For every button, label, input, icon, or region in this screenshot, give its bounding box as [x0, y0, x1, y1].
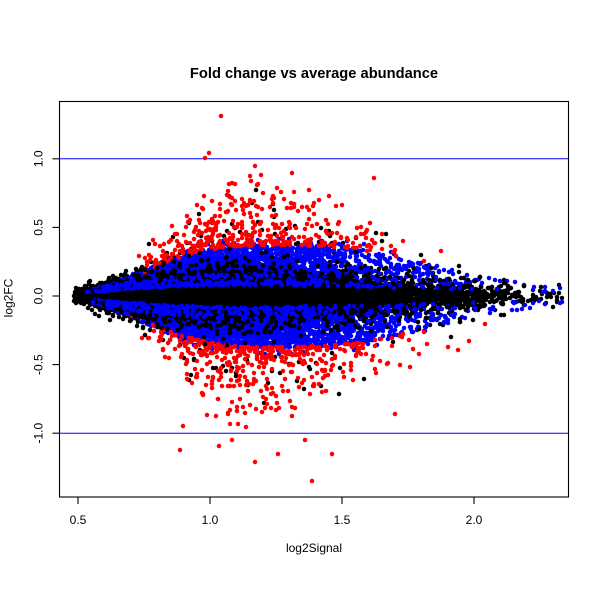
svg-text:Fold change vs average abundan: Fold change vs average abundance: [190, 66, 438, 82]
svg-text:0.0: 0.0: [32, 287, 46, 304]
svg-text:1.0: 1.0: [202, 513, 219, 527]
svg-text:0.5: 0.5: [32, 219, 46, 236]
svg-text:2.0: 2.0: [466, 513, 483, 527]
svg-text:1.5: 1.5: [334, 513, 351, 527]
svg-text:1.0: 1.0: [32, 150, 46, 167]
svg-text:0.5: 0.5: [70, 513, 87, 527]
svg-text:-0.5: -0.5: [32, 354, 46, 375]
svg-text:log2Signal: log2Signal: [286, 541, 342, 555]
svg-text:-1.0: -1.0: [32, 423, 46, 444]
svg-text:log2FC: log2FC: [2, 278, 16, 317]
